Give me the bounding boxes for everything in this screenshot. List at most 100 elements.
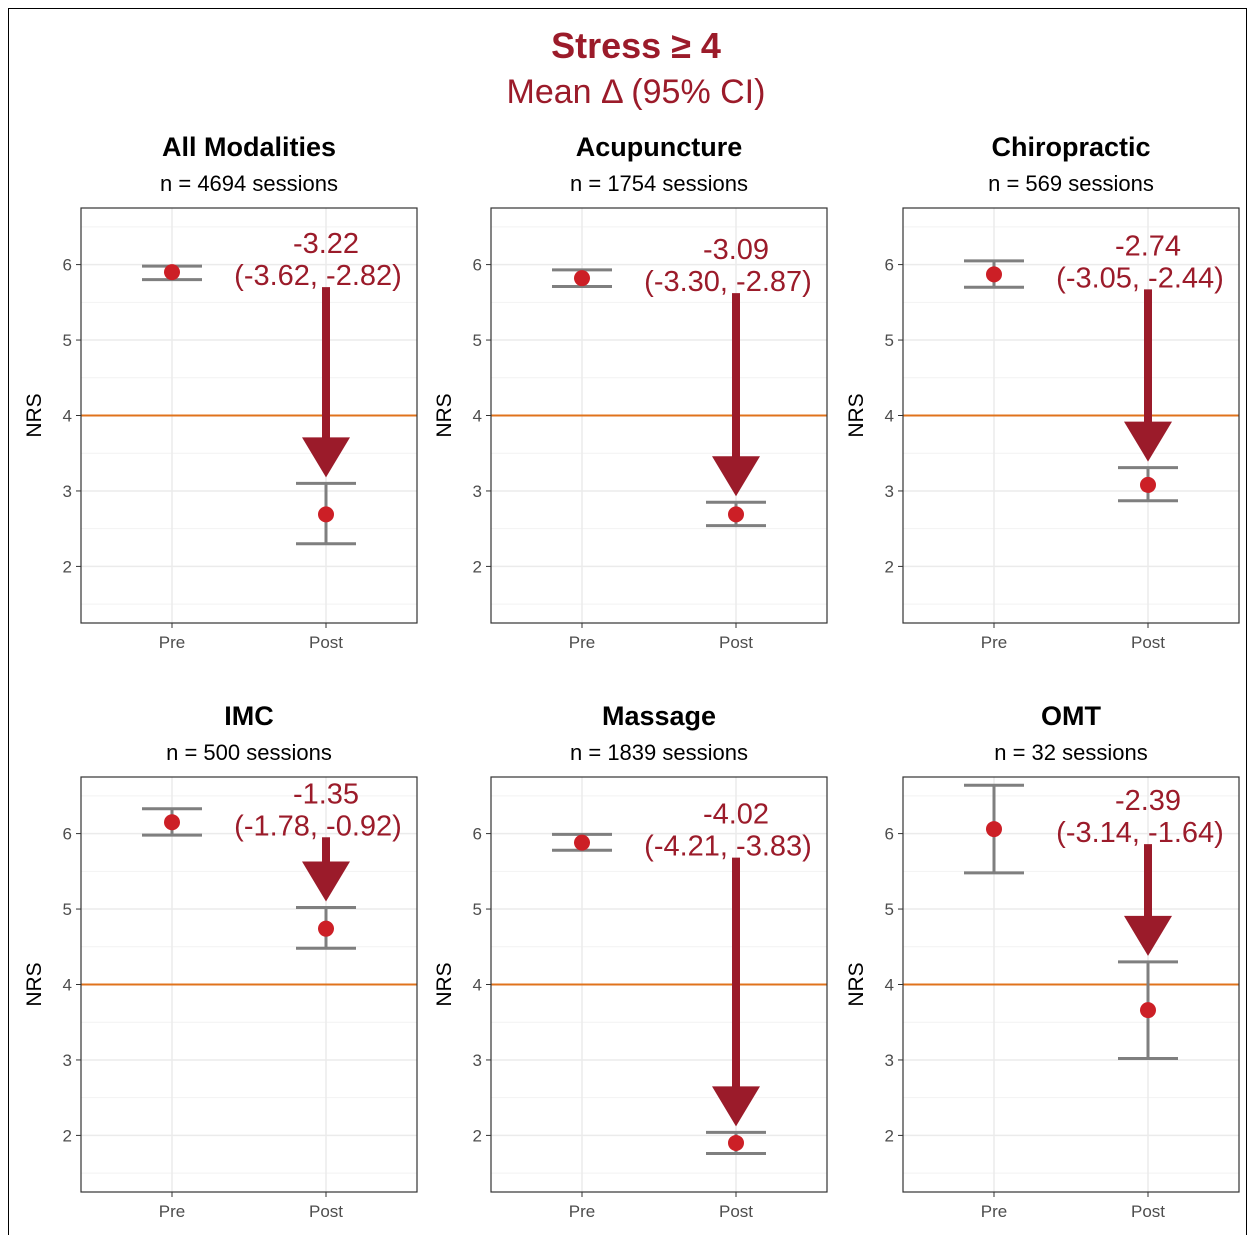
change-value: -2.39 xyxy=(1115,785,1181,817)
panel-subtitle: n = 569 sessions xyxy=(988,171,1154,196)
x-tick-label: Post xyxy=(1131,1202,1165,1221)
x-tick-label: Pre xyxy=(159,1202,185,1221)
y-tick-label: 6 xyxy=(473,825,482,844)
change-arrow-head xyxy=(712,1086,760,1127)
x-tick-label: Pre xyxy=(159,633,185,652)
point-pre xyxy=(986,821,1002,838)
panel-subtitle: n = 32 sessions xyxy=(994,740,1147,765)
panel-massage: Massage n = 1839 sessions 2 3 4 5 6 Pre Post -4.0… xyxy=(433,701,828,1221)
change-ci: (-4.21, -3.83) xyxy=(644,831,812,863)
point-post xyxy=(728,1134,744,1151)
panel-subtitle: n = 1754 sessions xyxy=(570,171,748,196)
change-value: -4.02 xyxy=(703,799,769,831)
panel-omt: OMT n = 32 sessions 2 3 4 5 6 Pre Post -2.39(-3.1… xyxy=(845,701,1240,1221)
y-tick-label: 6 xyxy=(63,825,72,844)
change-arrow-head xyxy=(1124,915,1172,956)
y-tick-label: 2 xyxy=(63,1126,72,1145)
panel-title: Massage xyxy=(602,701,716,731)
y-tick-label: 4 xyxy=(473,976,482,995)
panel-border xyxy=(80,776,418,1193)
y-tick-label: 2 xyxy=(473,557,482,576)
x-tick-label: Post xyxy=(719,1202,753,1221)
x-tick-label: Post xyxy=(1131,633,1165,652)
change-ci: (-3.14, -1.64) xyxy=(1056,817,1224,849)
change-ci: (-3.05, -2.44) xyxy=(1056,262,1224,294)
x-tick-label: Post xyxy=(309,633,343,652)
y-axis-label: NRS xyxy=(23,962,46,1006)
change-value: -2.74 xyxy=(1115,230,1181,262)
panel-chiropractic: Chiropractic n = 569 sessions 2 3 4 5 6 Pre Post… xyxy=(845,132,1240,652)
point-pre xyxy=(164,264,180,281)
y-axis-label: NRS xyxy=(845,962,868,1006)
x-tick-label: Pre xyxy=(981,1202,1007,1221)
y-axis-label: NRS xyxy=(23,393,46,437)
y-tick-label: 2 xyxy=(63,557,72,576)
point-post xyxy=(318,920,334,937)
x-tick-label: Post xyxy=(309,1202,343,1221)
y-tick-label: 6 xyxy=(63,256,72,275)
figure-subtitle: Mean Δ (95% CI) xyxy=(507,73,766,111)
point-post xyxy=(1140,1002,1156,1019)
y-axis-label: NRS xyxy=(433,962,456,1006)
y-tick-label: 6 xyxy=(473,256,482,275)
panel-border xyxy=(80,207,418,624)
change-value: -3.09 xyxy=(703,234,769,266)
y-tick-label: 5 xyxy=(473,331,482,350)
figure-frame xyxy=(8,8,1247,1235)
panel-title: OMT xyxy=(1041,701,1101,731)
y-axis-label: NRS xyxy=(433,393,456,437)
panel-all-modalities: All Modalities n = 4694 sessions 2 3 4 5 6 Pre P… xyxy=(23,132,418,652)
point-post xyxy=(728,506,744,523)
change-ci: (-3.30, -2.87) xyxy=(644,266,812,298)
x-tick-label: Pre xyxy=(569,633,595,652)
point-pre xyxy=(986,266,1002,283)
change-value: -3.22 xyxy=(293,228,359,260)
y-tick-label: 5 xyxy=(473,900,482,919)
y-tick-label: 4 xyxy=(473,407,482,426)
panel-title: Chiropractic xyxy=(991,132,1150,162)
x-tick-label: Post xyxy=(719,633,753,652)
panel-border xyxy=(902,207,1240,624)
panel-title: IMC xyxy=(224,701,274,731)
change-value: -1.35 xyxy=(293,778,359,810)
y-tick-label: 3 xyxy=(63,482,72,501)
panel-border xyxy=(490,207,828,624)
y-tick-label: 5 xyxy=(63,331,72,350)
y-tick-label: 4 xyxy=(63,976,72,995)
y-tick-label: 4 xyxy=(885,976,894,995)
point-pre xyxy=(574,834,590,851)
y-tick-label: 4 xyxy=(885,407,894,426)
panels: All Modalities n = 4694 sessions 2 3 4 5 6 Pre P… xyxy=(23,132,1240,1221)
point-post xyxy=(318,506,334,523)
panel-border xyxy=(490,776,828,1193)
panel-subtitle: n = 500 sessions xyxy=(166,740,332,765)
y-tick-label: 6 xyxy=(885,825,894,844)
x-tick-label: Pre xyxy=(569,1202,595,1221)
change-arrow-head xyxy=(712,456,760,497)
point-pre xyxy=(164,814,180,831)
panel-border xyxy=(902,776,1240,1193)
change-arrow-head xyxy=(302,861,350,902)
y-tick-label: 3 xyxy=(885,482,894,501)
y-tick-label: 5 xyxy=(63,900,72,919)
y-tick-label: 4 xyxy=(63,407,72,426)
y-axis-label: NRS xyxy=(845,393,868,437)
panel-acupuncture: Acupuncture n = 1754 sessions 2 3 4 5 6 Pre Post… xyxy=(433,132,828,652)
y-tick-label: 3 xyxy=(473,1051,482,1070)
point-post xyxy=(1140,476,1156,493)
change-ci: (-3.62, -2.82) xyxy=(234,260,402,292)
panel-title: All Modalities xyxy=(162,132,336,162)
x-tick-label: Pre xyxy=(981,633,1007,652)
y-tick-label: 3 xyxy=(63,1051,72,1070)
y-tick-label: 5 xyxy=(885,331,894,350)
panel-subtitle: n = 4694 sessions xyxy=(160,171,338,196)
y-tick-label: 2 xyxy=(885,557,894,576)
panel-subtitle: n = 1839 sessions xyxy=(570,740,748,765)
point-pre xyxy=(574,270,590,287)
panel-imc: IMC n = 500 sessions 2 3 4 5 6 Pre Post -1.35(-1.… xyxy=(23,701,418,1221)
y-tick-label: 6 xyxy=(885,256,894,275)
y-tick-label: 3 xyxy=(473,482,482,501)
y-tick-label: 2 xyxy=(473,1126,482,1145)
y-tick-label: 5 xyxy=(885,900,894,919)
